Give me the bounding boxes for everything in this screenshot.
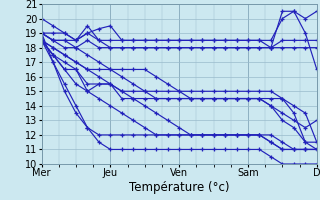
X-axis label: Température (°c): Température (°c): [129, 181, 229, 194]
